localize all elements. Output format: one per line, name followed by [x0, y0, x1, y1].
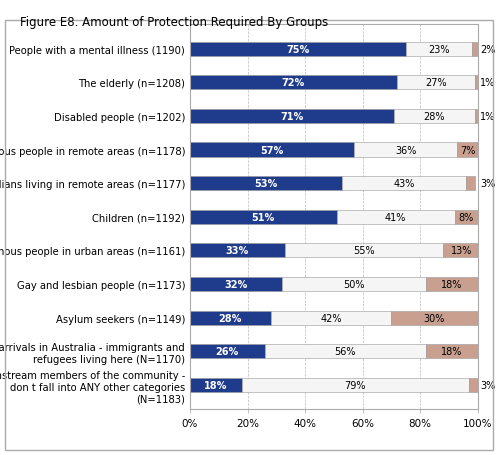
Bar: [474, 110, 478, 124]
Bar: [242, 378, 469, 392]
Bar: [391, 311, 478, 325]
Text: 32%: 32%: [224, 279, 248, 289]
Text: 3%: 3%: [480, 179, 496, 189]
Text: 43%: 43%: [394, 179, 415, 189]
Bar: [443, 244, 480, 258]
Bar: [466, 177, 474, 191]
Text: 51%: 51%: [252, 212, 275, 222]
Bar: [394, 110, 474, 124]
Bar: [190, 210, 336, 224]
Bar: [270, 311, 391, 325]
Bar: [190, 244, 285, 258]
Bar: [426, 277, 478, 291]
Bar: [336, 210, 454, 224]
Text: 79%: 79%: [344, 380, 366, 390]
Bar: [190, 311, 270, 325]
Bar: [282, 277, 426, 291]
Text: 75%: 75%: [286, 45, 310, 55]
Text: 56%: 56%: [334, 346, 356, 356]
Bar: [454, 210, 477, 224]
Bar: [469, 378, 478, 392]
Text: 18%: 18%: [441, 279, 462, 289]
Bar: [458, 143, 477, 157]
Text: 7%: 7%: [460, 145, 475, 155]
Text: Figure E8. Amount of Protection Required By Groups: Figure E8. Amount of Protection Required…: [20, 16, 328, 29]
Text: 18%: 18%: [441, 346, 462, 356]
Text: 30%: 30%: [424, 313, 445, 323]
Text: 1%: 1%: [480, 78, 496, 88]
Bar: [426, 344, 478, 359]
Bar: [342, 177, 466, 191]
Text: 1%: 1%: [480, 111, 496, 121]
Bar: [397, 76, 474, 90]
Bar: [190, 42, 406, 56]
Text: 57%: 57%: [260, 145, 283, 155]
Text: 13%: 13%: [451, 246, 472, 256]
Text: 26%: 26%: [216, 346, 239, 356]
Bar: [190, 76, 397, 90]
Bar: [190, 143, 354, 157]
Bar: [190, 378, 242, 392]
Bar: [190, 110, 394, 124]
Bar: [472, 42, 478, 56]
Bar: [190, 344, 265, 359]
Text: 18%: 18%: [204, 380, 228, 390]
Bar: [474, 76, 478, 90]
Bar: [265, 344, 426, 359]
Text: 28%: 28%: [424, 111, 445, 121]
Text: 36%: 36%: [395, 145, 416, 155]
Text: 53%: 53%: [254, 179, 278, 189]
Text: 8%: 8%: [458, 212, 473, 222]
Text: 33%: 33%: [226, 246, 249, 256]
Text: 50%: 50%: [343, 279, 364, 289]
Bar: [406, 42, 472, 56]
Text: 3%: 3%: [480, 380, 496, 390]
Text: 23%: 23%: [428, 45, 450, 55]
Bar: [285, 244, 443, 258]
Text: 55%: 55%: [353, 246, 375, 256]
Text: 28%: 28%: [218, 313, 242, 323]
Legend: More, Same, Less: More, Same, Less: [246, 452, 421, 455]
Bar: [190, 177, 342, 191]
Text: 41%: 41%: [385, 212, 406, 222]
Text: 71%: 71%: [280, 111, 303, 121]
Text: 72%: 72%: [282, 78, 305, 88]
Bar: [190, 277, 282, 291]
Text: 42%: 42%: [320, 313, 342, 323]
Bar: [354, 143, 458, 157]
Text: 27%: 27%: [425, 78, 446, 88]
Text: 2%: 2%: [480, 45, 496, 55]
